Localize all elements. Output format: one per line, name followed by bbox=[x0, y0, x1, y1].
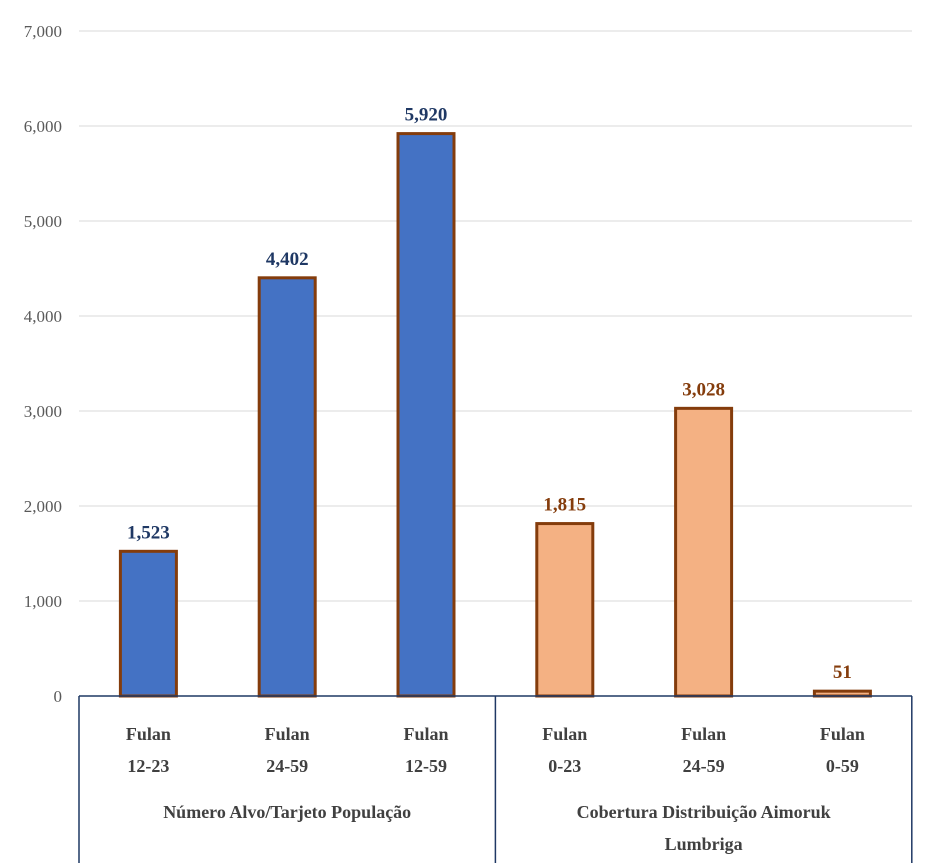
x-tick-label: Fulan bbox=[542, 724, 587, 744]
x-tick-label: 0-59 bbox=[826, 756, 859, 776]
category-axis-table: Fulan 12-23 Fulan 24-59 Fulan 12-59 Fulan 0-23 F… bbox=[78, 695, 913, 863]
x-tick-label: 12-59 bbox=[405, 756, 447, 776]
y-tick-label: 4,000 bbox=[24, 307, 62, 326]
data-label: 1,815 bbox=[543, 495, 586, 516]
y-tick-label: 7,000 bbox=[24, 22, 62, 41]
data-label: 1,523 bbox=[127, 522, 170, 543]
x-tick-label: 12-23 bbox=[127, 756, 169, 776]
bar bbox=[257, 276, 317, 698]
y-tick-label: 0 bbox=[54, 687, 63, 706]
group-label: Número Alvo/Tarjeto População bbox=[163, 802, 411, 822]
y-tick-label: 3,000 bbox=[24, 402, 62, 421]
data-label: 3,028 bbox=[682, 379, 725, 400]
data-labels: 1,523 4,402 5,920 1,815 3,028 51 bbox=[127, 105, 852, 684]
y-tick-label: 2,000 bbox=[24, 497, 62, 516]
data-label: 4,402 bbox=[266, 249, 309, 270]
group-label: Cobertura Distribuição Aimoruk bbox=[577, 802, 831, 822]
y-axis-ticks: 0 1,000 2,000 3,000 4,000 5,000 6,000 7,000 bbox=[24, 22, 62, 706]
x-tick-label: 24-59 bbox=[683, 756, 725, 776]
y-tick-label: 1,000 bbox=[24, 592, 62, 611]
data-label: 5,920 bbox=[405, 105, 448, 126]
bar bbox=[396, 132, 456, 698]
x-tick-label: Fulan bbox=[820, 724, 865, 744]
x-tick-label: Fulan bbox=[265, 724, 310, 744]
x-tick-label: Fulan bbox=[681, 724, 726, 744]
bar bbox=[535, 522, 595, 698]
x-tick-label: 0-23 bbox=[548, 756, 581, 776]
bars bbox=[118, 132, 872, 698]
group-label: Lumbriga bbox=[665, 834, 743, 854]
bar bbox=[118, 549, 178, 698]
x-tick-label: Fulan bbox=[126, 724, 171, 744]
y-tick-label: 6,000 bbox=[24, 117, 62, 136]
data-label: 51 bbox=[833, 662, 852, 683]
bar bbox=[674, 406, 734, 698]
y-tick-label: 5,000 bbox=[24, 212, 62, 231]
x-tick-label: Fulan bbox=[403, 724, 448, 744]
gridlines bbox=[79, 30, 912, 602]
x-tick-label: 24-59 bbox=[266, 756, 308, 776]
